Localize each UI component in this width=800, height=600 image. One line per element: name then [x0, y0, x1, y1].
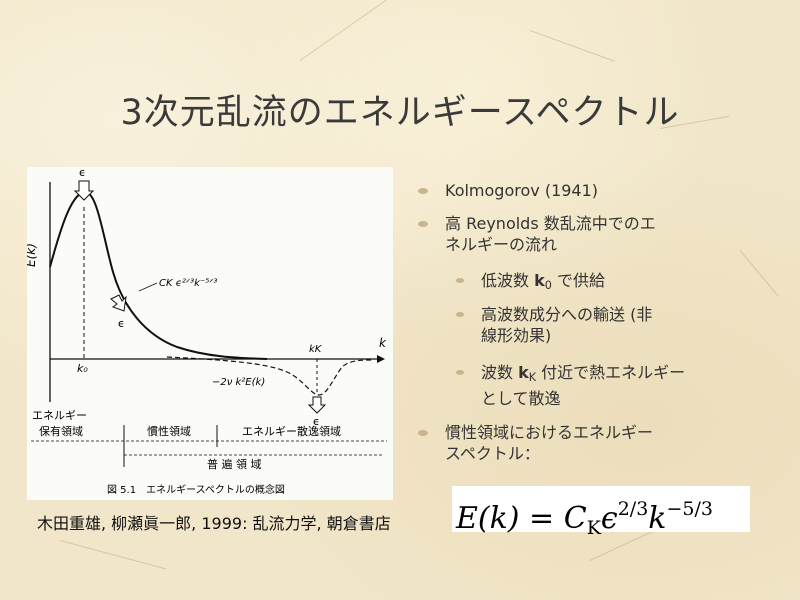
formula-constant-subscript: K: [586, 517, 601, 539]
x-axis-arrow-icon: [377, 355, 385, 363]
bullet-text: Kolmogorov (1941): [445, 181, 599, 200]
inertial-label-leader: [138, 282, 158, 292]
bullet-dot: [418, 430, 428, 436]
k0-label: k₀: [77, 362, 88, 375]
slide-title: 3次元乱流のエネルギースペクトル: [120, 93, 680, 133]
sub-bullet-transfer: 高波数成分への輸送 (非 線形効果): [481, 304, 652, 346]
formula-epsilon-exponent: 2/3: [617, 498, 649, 520]
dissipation-arrow-icon: [307, 396, 327, 414]
sub-bullet-dot: [456, 312, 464, 317]
region-energy-holding-line1: エネルギー: [32, 409, 87, 422]
paper-fiber: [739, 250, 779, 297]
region-universal-label: 普 遍 領 域: [207, 457, 262, 471]
bullet-text-line1: 慣性領域におけるエネルギー: [445, 423, 654, 442]
spectrum-diagram: E(k) k k₀ ϵ ϵ CK ϵ²ᐟ³k⁻⁵ᐟ³ kK ϵ −2ν k²E(…: [27, 167, 387, 496]
bullet-inertial-spectrum: 慣性領域におけるエネルギー スペクトル：: [445, 422, 653, 464]
inertial-curve-label: CK ϵ²ᐟ³k⁻⁵ᐟ³: [159, 278, 217, 289]
kk-label: kK: [309, 344, 323, 355]
kolmogorov-formula: E(k) = CKϵ2/3k−5/3: [452, 486, 750, 539]
region-inertial-label: 慣性領域: [147, 424, 191, 438]
formula-equals: =: [519, 501, 564, 536]
region-energy-holding-line2: 保有領域: [39, 424, 83, 438]
y-axis-label: E(k): [27, 243, 38, 267]
sub-bullet-dissipation: 波数 kK 付近で熱エネルギー として散逸: [481, 362, 685, 409]
sub-bullet-text-line1: 波数 kK 付近で熱エネルギー: [481, 363, 686, 384]
cascade-epsilon-label: ϵ: [118, 317, 125, 330]
bullet-dot: [418, 188, 428, 194]
injection-arrow-icon: [73, 180, 95, 201]
dissipation-curve: [166, 356, 373, 396]
energy-spectrum-figure: E(k) k k₀ ϵ ϵ CK ϵ²ᐟ³k⁻⁵ᐟ³ kK ϵ −2ν k²E(…: [27, 167, 393, 500]
dissipation-curve-label: −2ν k²E(k): [212, 377, 265, 388]
bullet-energy-flow: 高 Reynolds 数乱流中でのエ ネルギーの流れ: [445, 213, 656, 255]
formula-k: k: [648, 501, 667, 536]
bullet-text-line2: ネルギーの流れ: [445, 235, 558, 254]
sub-bullet-dot: [456, 278, 464, 283]
bullet-dot: [418, 221, 428, 227]
sub-bullet-dot: [456, 370, 464, 375]
formula-epsilon: ϵ: [600, 501, 618, 536]
dissipation-epsilon-label: ϵ: [313, 415, 320, 428]
paper-fiber: [59, 540, 167, 570]
formula-constant: C: [563, 501, 587, 536]
energy-spectrum-curve: [49, 191, 268, 360]
x-axis-label: k: [379, 336, 387, 350]
sub-bullet-text-line1: 高波数成分への輸送 (非: [481, 305, 653, 324]
bullet-text-line2: スペクトル：: [445, 444, 540, 463]
cascade-arrow-icon: [110, 294, 127, 312]
sub-bullet-text-line2: 線形効果): [481, 326, 552, 345]
figure-caption: 図 5.1 エネルギースペクトルの概念図: [107, 483, 285, 496]
formula-k-exponent: −5/3: [666, 498, 713, 520]
formula-lhs: E(k): [456, 501, 520, 536]
sub-bullet-text: 低波数 k0 で供給: [481, 271, 605, 292]
region-dissipation-label: エネルギー散逸領域: [242, 424, 341, 438]
bullet-kolmogorov: Kolmogorov (1941): [445, 180, 598, 201]
paper-fiber: [299, 0, 399, 61]
paper-fiber: [529, 30, 615, 62]
sub-bullet-supply: 低波数 k0 で供給: [481, 270, 605, 296]
sub-bullet-text-line2: として散逸: [481, 389, 561, 408]
injection-epsilon-label: ϵ: [79, 167, 86, 179]
bullet-text-line1: 高 Reynolds 数乱流中でのエ: [445, 214, 656, 233]
figure-citation: 木田重雄, 柳瀬眞一郎, 1999: 乱流力学, 朝倉書店: [37, 514, 391, 533]
